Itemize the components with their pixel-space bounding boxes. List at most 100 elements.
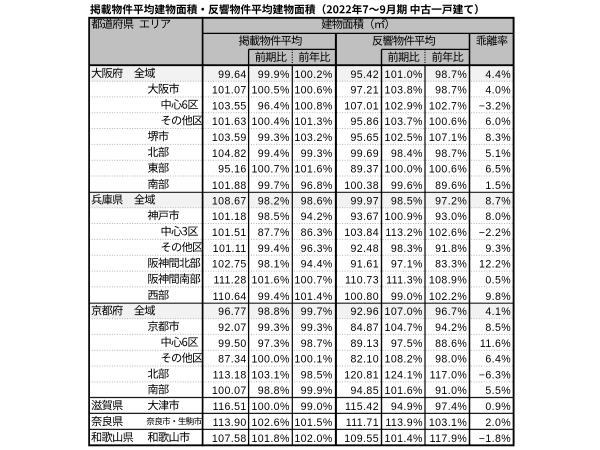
svg-text:101.4%: 101.4%	[385, 433, 424, 445]
svg-text:101.11: 101.11	[213, 243, 247, 255]
svg-text:6.0%: 6.0%	[485, 116, 511, 128]
svg-text:101.88: 101.88	[212, 180, 247, 192]
svg-text:99.3%: 99.3%	[301, 322, 333, 334]
svg-text:107.01: 107.01	[344, 100, 379, 112]
svg-text:94.2%: 94.2%	[435, 322, 467, 334]
svg-text:8.3%: 8.3%	[485, 132, 511, 144]
svg-text:103.8%: 103.8%	[385, 85, 424, 97]
svg-text:6.5%: 6.5%	[485, 164, 511, 176]
svg-text:107.1%: 107.1%	[429, 132, 468, 144]
svg-text:101.0%: 101.0%	[385, 69, 424, 81]
svg-text:98.5%: 98.5%	[391, 195, 423, 207]
svg-text:103.59: 103.59	[212, 132, 247, 144]
svg-text:96.77: 96.77	[218, 306, 247, 318]
svg-text:102.75: 102.75	[212, 259, 247, 271]
svg-text:91.0%: 91.0%	[435, 385, 467, 397]
svg-text:108.2%: 108.2%	[385, 354, 424, 366]
svg-text:102.6%: 102.6%	[251, 417, 290, 429]
svg-text:101.63: 101.63	[212, 116, 247, 128]
svg-text:8.5%: 8.5%	[485, 322, 511, 334]
svg-text:117.0%: 117.0%	[430, 370, 468, 382]
svg-text:5.5%: 5.5%	[485, 385, 511, 397]
svg-text:96.3%: 96.3%	[301, 243, 333, 255]
svg-text:99.3%: 99.3%	[258, 322, 290, 334]
svg-text:99.64: 99.64	[218, 69, 247, 81]
svg-text:108.67: 108.67	[212, 195, 247, 207]
svg-text:102.0%: 102.0%	[294, 433, 333, 445]
svg-text:111.3%: 111.3%	[386, 275, 423, 287]
svg-text:100.9%: 100.9%	[385, 211, 424, 223]
svg-text:4.1%: 4.1%	[485, 306, 511, 318]
svg-text:99.4%: 99.4%	[258, 291, 290, 303]
svg-text:91.61: 91.61	[350, 259, 379, 271]
svg-text:101.6%: 101.6%	[294, 164, 333, 176]
svg-text:82.10: 82.10	[350, 354, 379, 366]
svg-text:103.1%: 103.1%	[251, 370, 290, 382]
svg-text:−2.2%: −2.2%	[479, 227, 512, 239]
svg-text:98.8%: 98.8%	[258, 385, 290, 397]
svg-text:91.8%: 91.8%	[435, 243, 467, 255]
svg-text:103.84: 103.84	[344, 227, 379, 239]
svg-text:99.9%: 99.9%	[258, 69, 290, 81]
svg-text:110.64: 110.64	[213, 291, 247, 303]
svg-text:89.6%: 89.6%	[435, 180, 467, 192]
svg-text:95.65: 95.65	[350, 132, 379, 144]
svg-text:99.9%: 99.9%	[301, 385, 333, 397]
svg-text:113.9%: 113.9%	[385, 417, 423, 429]
svg-text:97.3%: 97.3%	[258, 338, 290, 350]
svg-text:110.73: 110.73	[345, 275, 379, 287]
svg-text:87.7%: 87.7%	[258, 227, 290, 239]
svg-text:117.9%: 117.9%	[430, 433, 468, 445]
svg-text:101.3%: 101.3%	[294, 116, 333, 128]
svg-text:4.4%: 4.4%	[485, 69, 511, 81]
svg-text:9.8%: 9.8%	[485, 291, 511, 303]
svg-text:97.4%: 97.4%	[435, 401, 467, 413]
svg-text:98.5%: 98.5%	[258, 211, 290, 223]
svg-text:102.9%: 102.9%	[385, 100, 424, 112]
svg-text:116.51: 116.51	[213, 401, 247, 413]
svg-text:101.4%: 101.4%	[294, 291, 333, 303]
svg-text:103.55: 103.55	[212, 100, 247, 112]
svg-text:120.81: 120.81	[344, 370, 379, 382]
svg-text:96.8%: 96.8%	[301, 180, 333, 192]
svg-text:95.16: 95.16	[218, 164, 247, 176]
svg-text:92.07: 92.07	[218, 322, 247, 334]
svg-text:83.3%: 83.3%	[435, 259, 467, 271]
svg-text:102.7%: 102.7%	[429, 100, 468, 112]
svg-text:100.0%: 100.0%	[385, 164, 424, 176]
svg-text:101.5%: 101.5%	[294, 417, 333, 429]
svg-text:107.58: 107.58	[212, 433, 247, 445]
svg-text:98.5%: 98.5%	[301, 370, 333, 382]
svg-text:100.7%: 100.7%	[294, 275, 333, 287]
svg-text:97.1%: 97.1%	[391, 259, 423, 271]
svg-text:111.28: 111.28	[213, 275, 246, 287]
svg-text:9.3%: 9.3%	[485, 243, 511, 255]
svg-text:113.2%: 113.2%	[385, 227, 423, 239]
svg-text:5.1%: 5.1%	[485, 148, 511, 160]
svg-text:99.4%: 99.4%	[258, 148, 290, 160]
svg-text:99.7%: 99.7%	[258, 180, 290, 192]
svg-text:101.6%: 101.6%	[385, 385, 424, 397]
svg-text:100.6%: 100.6%	[429, 116, 468, 128]
svg-text:104.82: 104.82	[212, 148, 247, 160]
svg-text:104.7%: 104.7%	[385, 322, 424, 334]
svg-text:98.7%: 98.7%	[435, 69, 467, 81]
svg-text:89.37: 89.37	[350, 164, 379, 176]
svg-text:100.5%: 100.5%	[251, 85, 290, 97]
svg-text:8.0%: 8.0%	[485, 211, 511, 223]
svg-text:107.0%: 107.0%	[385, 306, 424, 318]
svg-text:99.0%: 99.0%	[301, 401, 333, 413]
svg-text:115.42: 115.42	[345, 401, 379, 413]
svg-text:98.3%: 98.3%	[391, 243, 423, 255]
svg-text:92.96: 92.96	[350, 306, 379, 318]
svg-text:8.7%: 8.7%	[485, 195, 511, 207]
svg-text:96.4%: 96.4%	[258, 100, 290, 112]
svg-text:99.7%: 99.7%	[301, 306, 333, 318]
svg-text:102.6%: 102.6%	[429, 227, 468, 239]
svg-text:95.86: 95.86	[350, 116, 379, 128]
svg-text:86.3%: 86.3%	[301, 227, 333, 239]
svg-text:109.55: 109.55	[344, 433, 379, 445]
svg-text:100.0%: 100.0%	[251, 354, 290, 366]
svg-text:98.7%: 98.7%	[301, 338, 333, 350]
svg-text:97.5%: 97.5%	[391, 338, 423, 350]
